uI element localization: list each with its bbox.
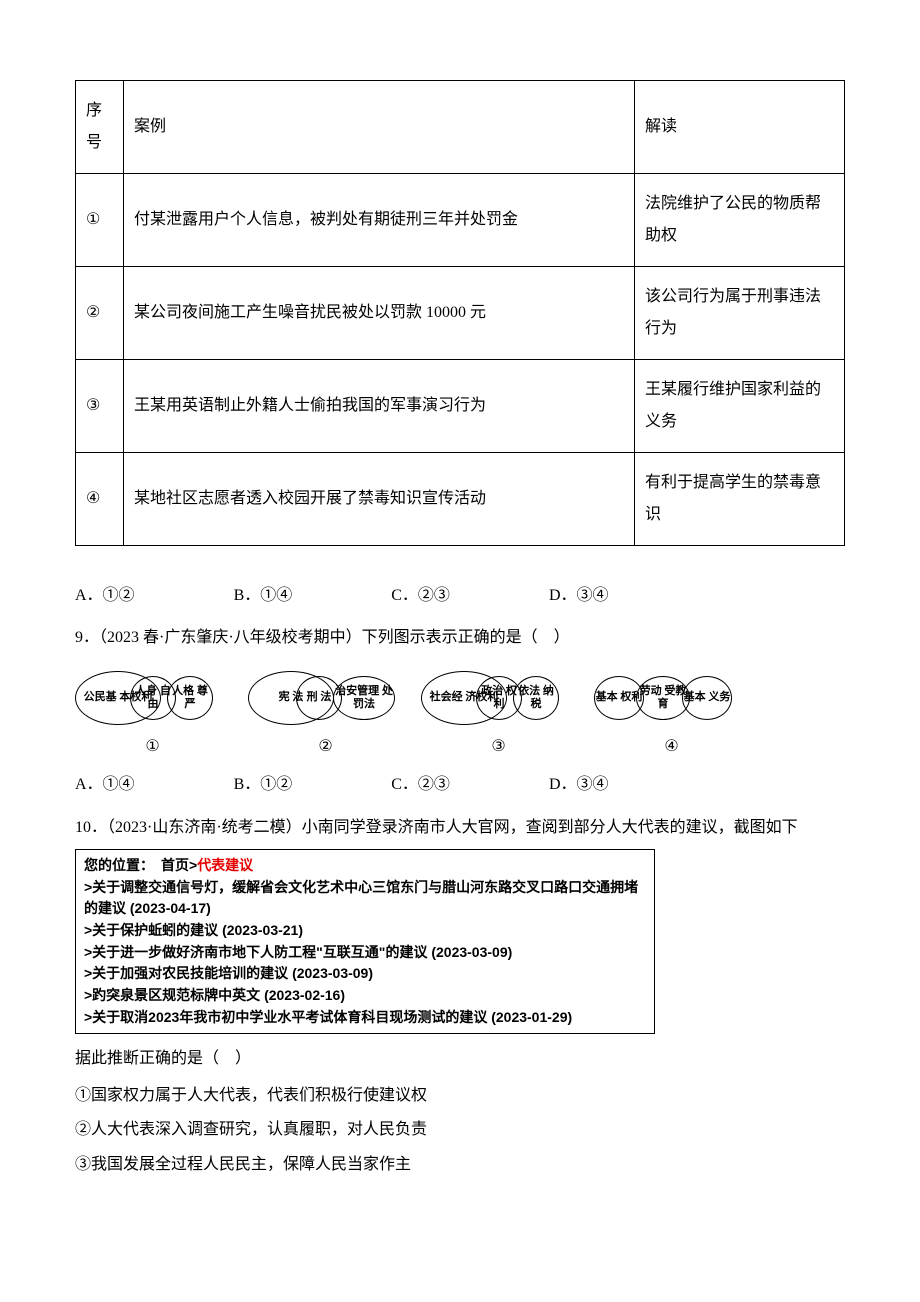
case-table: 序号 案例 解读 ① 付某泄露用户个人信息，被判处有期徒刑三年并处罚金 法院维护… <box>75 80 845 546</box>
cell-num: ④ <box>76 453 124 546</box>
cell-num: ② <box>76 267 124 360</box>
table-header-row: 序号 案例 解读 <box>76 81 845 174</box>
q9-stem: 9．（2023 春·广东肇庆·八年级校考期中）下列图示表示正确的是（ ） <box>75 623 845 653</box>
venn-oval-right: 人格 尊严 <box>167 676 213 720</box>
venn-row: 公民基 本权利 人身 自由 人格 尊严 ① 宪 法 刑 法 治安管理 处罚法 ②… <box>75 668 845 762</box>
q10-prompt: 据此推断正确的是（ ） <box>75 1044 845 1074</box>
q9-options: A．①④ B．①② C．②③ D．③④ <box>75 770 845 800</box>
cell-read: 法院维护了公民的物质帮助权 <box>635 174 845 267</box>
statement-1: ①国家权力属于人大代表，代表们积极行使建议权 <box>75 1081 845 1111</box>
venn-number: ① <box>75 732 230 762</box>
screenshot-box: 您的位置： 首页>代表建议 >关于调整交通信号灯，缓解省会文化艺术中心三馆东门与… <box>75 849 655 1035</box>
statement-3: ③我国发展全过程人民民主，保障人民当家作主 <box>75 1150 845 1180</box>
suggestion-line: >趵突泉景区规范标牌中英文 (2023-02-16) <box>84 985 646 1007</box>
venn-number: ② <box>248 732 403 762</box>
cell-read: 有利于提高学生的禁毒意识 <box>635 453 845 546</box>
venn-oval-right: 治安管理 处罚法 <box>333 676 395 720</box>
header-num: 序号 <box>76 81 124 174</box>
table-row: ③ 王某用英语制止外籍人士偷拍我国的军事演习行为 王某履行维护国家利益的义务 <box>76 360 845 453</box>
venn-diagram: 公民基 本权利 人身 自由 人格 尊严 <box>75 668 230 728</box>
venn-item: 宪 法 刑 法 治安管理 处罚法 ② <box>248 668 403 762</box>
cell-num: ① <box>76 174 124 267</box>
cell-case: 王某用英语制止外籍人士偷拍我国的军事演习行为 <box>124 360 635 453</box>
suggestion-line: >关于调整交通信号灯，缓解省会文化艺术中心三馆东门与腊山河东路交叉口路口交通拥堵… <box>84 877 646 920</box>
venn-item: 公民基 本权利 人身 自由 人格 尊严 ① <box>75 668 230 762</box>
cell-case: 某地社区志愿者透入校园开展了禁毒知识宣传活动 <box>124 453 635 546</box>
q8-options: A．①② B．①④ C．②③ D．③④ <box>75 581 845 611</box>
suggestion-line: >关于加强对农民技能培训的建议 (2023-03-09) <box>84 963 646 985</box>
option-b: B．①② <box>234 770 293 800</box>
cell-read: 该公司行为属于刑事违法行为 <box>635 267 845 360</box>
cell-num: ③ <box>76 360 124 453</box>
q10-statements: ①国家权力属于人大代表，代表们积极行使建议权 ②人大代表深入调查研究，认真履职，… <box>75 1081 845 1180</box>
venn-oval-right: 基本 义务 <box>682 676 732 720</box>
suggestion-line: >关于进一步做好济南市地下人防工程"互联互通"的建议 (2023-03-09) <box>84 942 646 964</box>
venn-diagram: 基本 权利 劳动 受教育 基本 义务 <box>594 668 749 728</box>
option-c: C．②③ <box>391 770 450 800</box>
option-a: A．①② <box>75 581 135 611</box>
cell-case: 付某泄露用户个人信息，被判处有期徒刑三年并处罚金 <box>124 174 635 267</box>
header-read: 解读 <box>635 81 845 174</box>
table-row: ① 付某泄露用户个人信息，被判处有期徒刑三年并处罚金 法院维护了公民的物质帮助权 <box>76 174 845 267</box>
header-case: 案例 <box>124 81 635 174</box>
option-c: C．②③ <box>391 581 450 611</box>
option-d: D．③④ <box>549 581 609 611</box>
suggestion-line: >关于保护蚯蚓的建议 (2023-03-21) <box>84 920 646 942</box>
venn-item: 社会经 济权利 政治 权利 依法 纳税 ③ <box>421 668 576 762</box>
breadcrumb-current: 代表建议 <box>197 857 253 873</box>
breadcrumb: 您的位置： 首页>代表建议 <box>84 855 646 877</box>
option-d: D．③④ <box>549 770 609 800</box>
breadcrumb-prefix: 您的位置： 首页> <box>84 857 197 873</box>
venn-diagram: 宪 法 刑 法 治安管理 处罚法 <box>248 668 403 728</box>
option-a: A．①④ <box>75 770 135 800</box>
venn-number: ③ <box>421 732 576 762</box>
cell-case: 某公司夜间施工产生噪音扰民被处以罚款 10000 元 <box>124 267 635 360</box>
venn-item: 基本 权利 劳动 受教育 基本 义务 ④ <box>594 668 749 762</box>
statement-2: ②人大代表深入调查研究，认真履职，对人民负责 <box>75 1115 845 1145</box>
table-row: ④ 某地社区志愿者透入校园开展了禁毒知识宣传活动 有利于提高学生的禁毒意识 <box>76 453 845 546</box>
venn-diagram: 社会经 济权利 政治 权利 依法 纳税 <box>421 668 576 728</box>
option-b: B．①④ <box>234 581 293 611</box>
table-row: ② 某公司夜间施工产生噪音扰民被处以罚款 10000 元 该公司行为属于刑事违法… <box>76 267 845 360</box>
venn-oval-right: 依法 纳税 <box>513 676 559 720</box>
venn-number: ④ <box>594 732 749 762</box>
cell-read: 王某履行维护国家利益的义务 <box>635 360 845 453</box>
q10-intro: 10．（2023·山东济南·统考二模）小南同学登录济南市人大官网，查阅到部分人大… <box>75 813 845 843</box>
suggestion-line: >关于取消2023年我市初中学业水平考试体育科目现场测试的建议 (2023-01… <box>84 1007 646 1029</box>
